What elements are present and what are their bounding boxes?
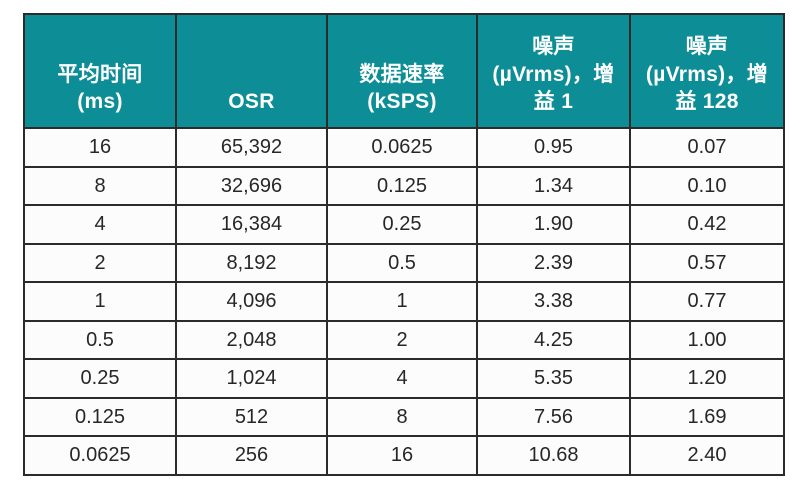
column-header: 噪声 (µVrms)，增 益 128 <box>629 13 785 129</box>
table-cell: 0.125 <box>326 165 478 206</box>
table-row: 1 4,096 1 3.38 0.77 <box>23 281 785 322</box>
table-row: 0.125 512 8 7.56 1.69 <box>23 396 785 437</box>
table-cell: 1.34 <box>476 165 631 206</box>
table-cell: 4.25 <box>476 319 631 360</box>
table-cell: 0.77 <box>629 281 785 322</box>
table-cell: 5.35 <box>476 358 631 399</box>
table-row: 0.0625 256 16 10.68 2.40 <box>23 435 785 476</box>
table-cell: 8 <box>23 165 177 206</box>
table-cell: 65,392 <box>175 127 328 168</box>
table-cell: 0.125 <box>23 396 177 437</box>
table-cell: 0.10 <box>629 165 785 206</box>
table-cell: 0.0625 <box>326 127 478 168</box>
table-row: 4 16,384 0.25 1.90 0.42 <box>23 204 785 245</box>
table-cell: 16 <box>23 127 177 168</box>
table-cell: 10.68 <box>476 435 631 476</box>
table-cell: 2,048 <box>175 319 328 360</box>
table-cell: 0.0625 <box>23 435 177 476</box>
table-cell: 0.25 <box>23 358 177 399</box>
table-cell: 4 <box>326 358 478 399</box>
table-cell: 0.07 <box>629 127 785 168</box>
table-row: 0.5 2,048 2 4.25 1.00 <box>23 319 785 360</box>
table-cell: 1 <box>23 281 177 322</box>
table-cell: 0.42 <box>629 204 785 245</box>
table-row: 0.25 1,024 4 5.35 1.20 <box>23 358 785 399</box>
table-cell: 32,696 <box>175 165 328 206</box>
table-cell: 3.38 <box>476 281 631 322</box>
table-cell: 0.57 <box>629 242 785 283</box>
column-header: OSR <box>175 13 328 129</box>
column-header: 数据速率 (kSPS) <box>326 13 478 129</box>
table-cell: 2.40 <box>629 435 785 476</box>
table-cell: 1 <box>326 281 478 322</box>
table-cell: 2 <box>326 319 478 360</box>
table-cell: 0.95 <box>476 127 631 168</box>
table-body: 16 65,392 0.0625 0.95 0.07 8 32,696 0.125 1.34 0.… <box>23 127 785 476</box>
table-cell: 1,024 <box>175 358 328 399</box>
table-cell: 0.5 <box>23 319 177 360</box>
table-cell: 1.20 <box>629 358 785 399</box>
table-cell: 16,384 <box>175 204 328 245</box>
table-cell: 2 <box>23 242 177 283</box>
table-row: 2 8,192 0.5 2.39 0.57 <box>23 242 785 283</box>
column-header: 平均时间 (ms) <box>23 13 177 129</box>
table-cell: 4,096 <box>175 281 328 322</box>
table-row: 16 65,392 0.0625 0.95 0.07 <box>23 127 785 168</box>
table-cell: 0.5 <box>326 242 478 283</box>
table-row: 8 32,696 0.125 1.34 0.10 <box>23 165 785 206</box>
table-cell: 4 <box>23 204 177 245</box>
table-cell: 1.90 <box>476 204 631 245</box>
table-cell: 16 <box>326 435 478 476</box>
table-cell: 8 <box>326 396 478 437</box>
column-header: 噪声 (µVrms)，增 益 1 <box>476 13 631 129</box>
table-cell: 8,192 <box>175 242 328 283</box>
table-cell: 512 <box>175 396 328 437</box>
table-cell: 2.39 <box>476 242 631 283</box>
table-cell: 1.69 <box>629 396 785 437</box>
table-cell: 256 <box>175 435 328 476</box>
table-cell: 1.00 <box>629 319 785 360</box>
table-cell: 0.25 <box>326 204 478 245</box>
table-cell: 7.56 <box>476 396 631 437</box>
